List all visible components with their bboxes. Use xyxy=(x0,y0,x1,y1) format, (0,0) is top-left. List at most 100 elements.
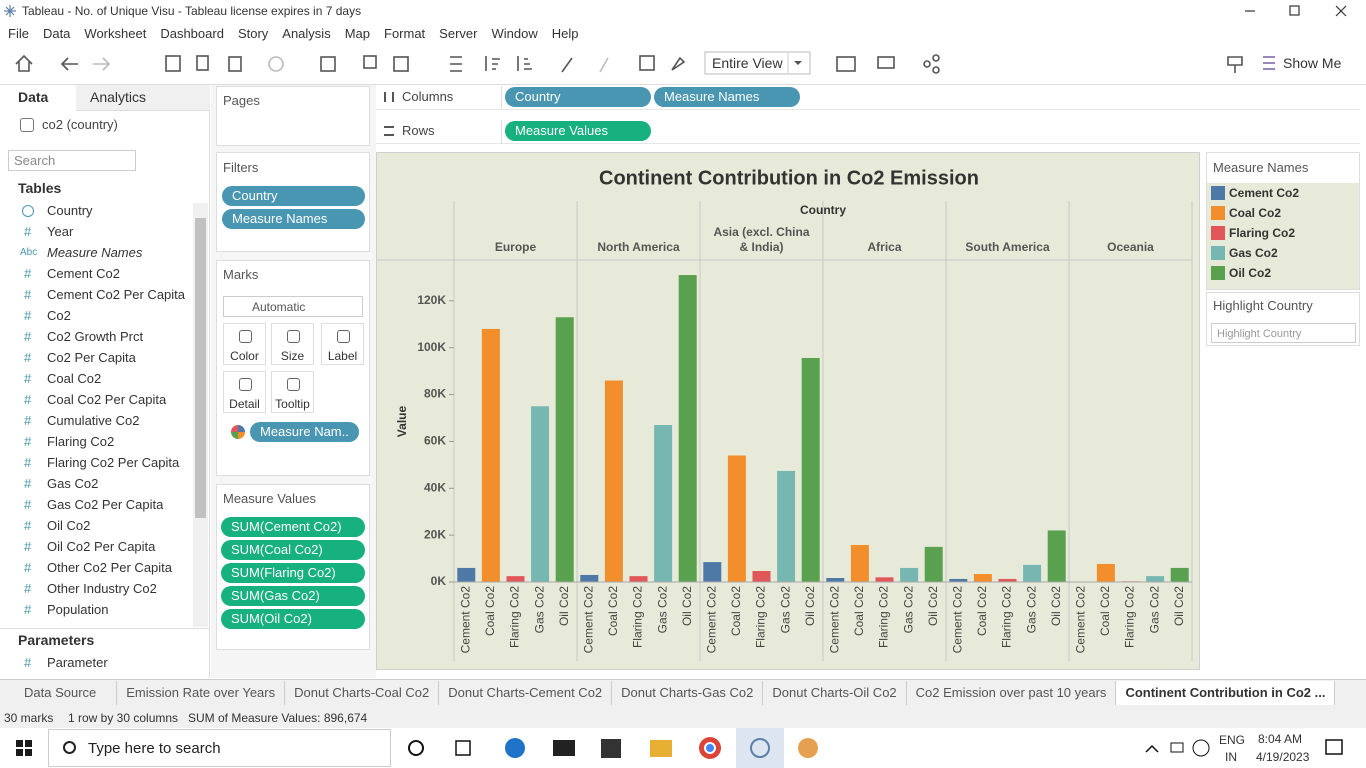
analytics-tab[interactable]: Analytics xyxy=(90,89,147,105)
taskbar-icons xyxy=(16,728,1343,768)
filter-pill[interactable]: Measure Names xyxy=(222,209,365,229)
field[interactable]: Co2 xyxy=(47,308,71,323)
field-icon: # xyxy=(24,329,32,344)
menu-item[interactable]: Story xyxy=(237,26,269,41)
x-tick-label: Gas Co2 xyxy=(901,586,915,634)
menu-item[interactable]: Window xyxy=(491,26,538,41)
x-tick-label: Oil Co2 xyxy=(803,586,817,626)
bar xyxy=(580,574,599,582)
show-me-button[interactable]: Show Me xyxy=(1283,55,1342,71)
bar xyxy=(481,328,500,582)
sheet-tab[interactable]: Emission Rate over Years xyxy=(117,681,286,705)
y-tick-label: 100K xyxy=(417,340,446,354)
field[interactable]: Cement Co2 xyxy=(47,266,120,281)
shelf-title: Measure Values xyxy=(223,491,316,506)
field[interactable]: Country xyxy=(47,203,93,218)
menu-item[interactable]: Help xyxy=(551,26,579,41)
search-box: Search xyxy=(8,150,136,171)
field-icon: # xyxy=(24,655,32,670)
shelf-pill[interactable]: Measure Names xyxy=(654,87,800,107)
legend-swatch xyxy=(1211,226,1225,240)
bar xyxy=(875,577,894,582)
sheet-tab[interactable]: Data Source xyxy=(0,681,118,705)
shelf-title: Pages xyxy=(223,93,260,108)
field[interactable]: Gas Co2 Per Capita xyxy=(47,497,164,512)
bar xyxy=(1023,564,1042,582)
field[interactable]: Cumulative Co2 xyxy=(47,413,140,428)
mark-button[interactable]: Color xyxy=(223,323,266,365)
menu-item[interactable]: Server xyxy=(439,26,478,41)
field[interactable]: Co2 Growth Prct xyxy=(47,329,144,344)
y-tick-label: 80K xyxy=(424,387,446,401)
field[interactable]: Gas Co2 xyxy=(47,476,99,491)
y-tick-label: 20K xyxy=(424,527,446,541)
filter-pill[interactable]: Country xyxy=(222,186,365,206)
field[interactable]: Year xyxy=(47,224,74,239)
mark-button[interactable]: Size xyxy=(271,323,314,365)
bar xyxy=(998,578,1017,582)
menu-item[interactable]: Map xyxy=(344,26,370,41)
x-tick-label: Coal Co2 xyxy=(975,586,989,636)
bar xyxy=(900,567,919,582)
measure-pill[interactable]: SUM(Oil Co2) xyxy=(221,609,365,629)
bar xyxy=(604,380,623,582)
menu-item[interactable]: Worksheet xyxy=(84,26,147,41)
field[interactable]: Measure Names xyxy=(47,245,143,260)
sheet-tab[interactable]: Donut Charts-Cement Co2 xyxy=(439,681,613,705)
measure-pill[interactable]: SUM(Cement Co2) xyxy=(221,517,365,537)
shelf-pill[interactable]: Measure Values xyxy=(505,121,651,141)
field[interactable]: Coal Co2 xyxy=(47,371,102,386)
mark-button[interactable]: Label xyxy=(321,323,364,365)
field[interactable]: Coal Co2 Per Capita xyxy=(47,392,167,407)
x-tick-label: Gas Co2 xyxy=(655,586,669,634)
shelf-icon xyxy=(384,126,394,136)
field-icon: Abc xyxy=(20,247,38,258)
field[interactable]: Cement Co2 Per Capita xyxy=(47,287,186,302)
color-icon xyxy=(231,425,245,439)
sheet-tab[interactable]: Donut Charts-Coal Co2 xyxy=(285,681,440,705)
x-tick-label: Coal Co2 xyxy=(729,586,743,636)
sheet-tab[interactable]: Continent Contribution in Co2 ... xyxy=(1116,681,1336,705)
shelf-pill[interactable]: Country xyxy=(505,87,651,107)
field[interactable]: Other Co2 Per Capita xyxy=(47,560,173,575)
mark-button[interactable]: Tooltip xyxy=(271,371,314,413)
view-dropdown[interactable]: Entire View xyxy=(712,55,783,71)
menu-item[interactable]: Data xyxy=(42,26,71,41)
highlighter-placeholder: Highlight Country xyxy=(1217,328,1302,340)
field[interactable]: Flaring Co2 Per Capita xyxy=(47,455,180,470)
field-icon: # xyxy=(24,413,32,428)
x-tick-label: Coal Co2 xyxy=(606,586,620,636)
field[interactable]: Co2 Per Capita xyxy=(47,350,136,365)
field[interactable]: Other Industry Co2 xyxy=(47,581,157,596)
menu-item[interactable]: File xyxy=(8,26,29,41)
chart-view: Continent Contribution in Co2 Emission Co… xyxy=(376,152,1200,670)
bar xyxy=(703,562,722,582)
sheet-tab[interactable]: Co2 Emission over past 10 years xyxy=(907,681,1117,705)
field[interactable]: Flaring Co2 xyxy=(47,434,115,449)
marks-pill[interactable]: Measure Nam.. xyxy=(250,422,359,442)
category-header: Oceania xyxy=(1107,240,1154,254)
menu-item[interactable]: Analysis xyxy=(282,26,331,41)
field[interactable]: Population xyxy=(47,602,109,617)
sheet-tab[interactable]: Donut Charts-Gas Co2 xyxy=(612,681,764,705)
field[interactable]: Oil Co2 xyxy=(47,518,91,533)
measure-pill[interactable]: SUM(Gas Co2) xyxy=(221,586,365,606)
data-tab[interactable]: Data xyxy=(18,89,49,105)
measure-pill[interactable]: SUM(Coal Co2) xyxy=(221,540,365,560)
sheet-tab[interactable]: Donut Charts-Oil Co2 xyxy=(763,681,907,705)
measure-pill[interactable]: SUM(Flaring Co2) xyxy=(221,563,365,583)
x-tick-label: Gas Co2 xyxy=(778,586,792,634)
mark-button[interactable]: Detail xyxy=(223,371,266,413)
menu-item[interactable]: Format xyxy=(384,26,426,41)
field-icon: # xyxy=(24,581,32,596)
field-icon: # xyxy=(24,560,32,575)
legend-swatch xyxy=(1211,186,1225,200)
field[interactable]: Oil Co2 Per Capita xyxy=(47,539,156,554)
menu-item[interactable]: Dashboard xyxy=(160,26,224,41)
parameter: Parameter xyxy=(47,655,108,670)
highlighter-input[interactable]: Highlight Country xyxy=(1211,323,1356,343)
mark-button-label: Size xyxy=(280,349,305,363)
bar xyxy=(924,546,943,582)
pages-shelf: Pages xyxy=(216,86,370,146)
chart: Continent Contribution in Co2 Emission Co… xyxy=(377,167,1193,661)
